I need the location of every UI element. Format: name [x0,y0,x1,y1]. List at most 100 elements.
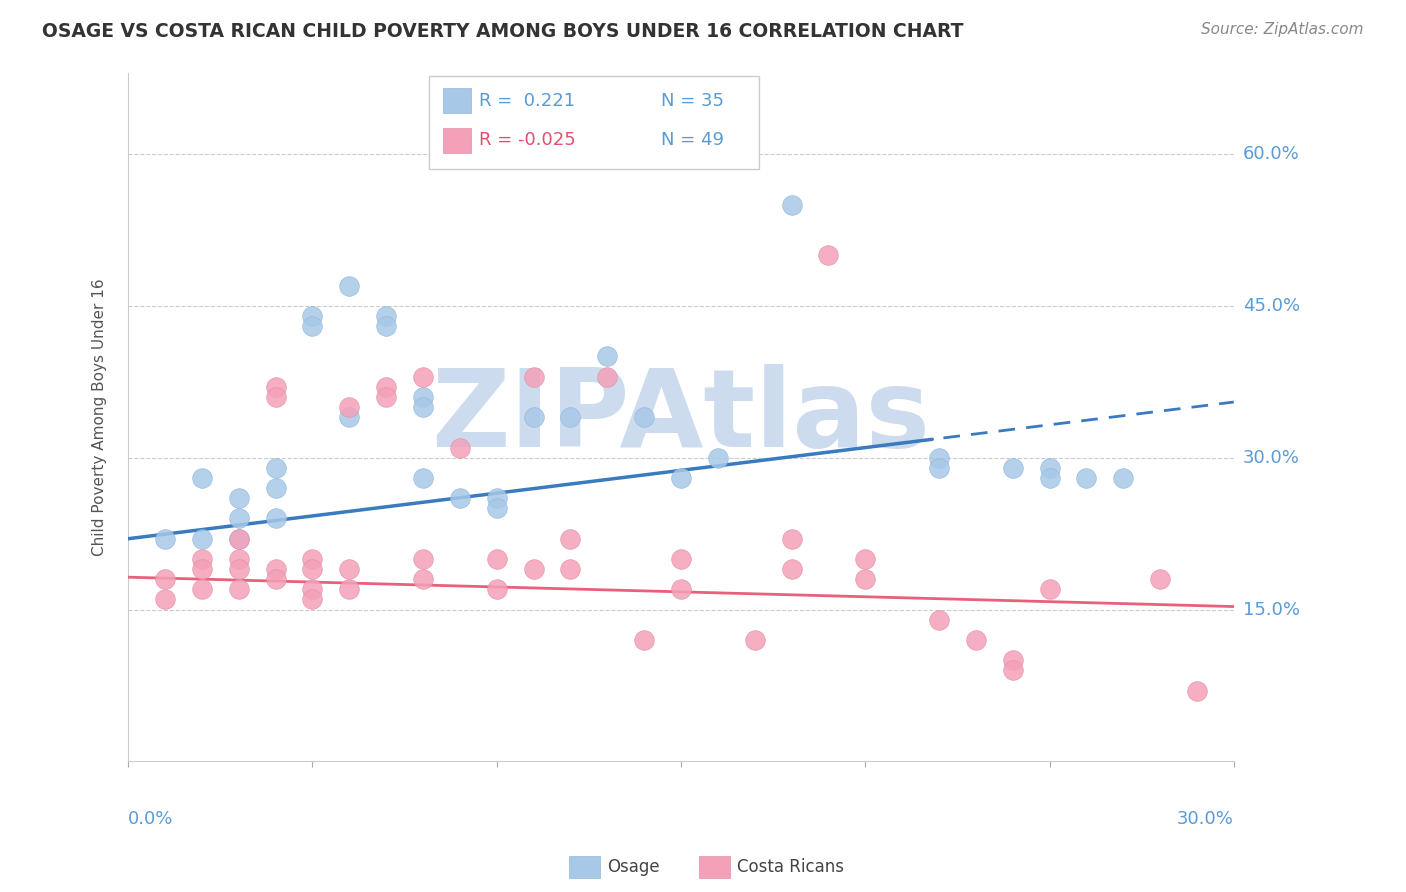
Point [375,380,398,394]
Point [449,441,471,455]
Point [744,632,766,647]
Point [485,582,508,597]
Point [228,532,250,546]
Point [337,400,360,414]
Text: 15.0%: 15.0% [1243,600,1299,618]
Text: ZIPAtlas: ZIPAtlas [432,364,931,470]
Point [928,613,950,627]
Point [633,410,655,425]
Text: 0.0%: 0.0% [128,810,173,828]
Point [412,572,434,586]
Point [412,552,434,566]
Point [228,511,250,525]
Point [449,491,471,506]
Point [1038,460,1060,475]
Point [337,410,360,425]
Text: Osage: Osage [607,858,659,876]
Point [485,501,508,516]
Point [153,572,176,586]
Text: N = 49: N = 49 [661,131,724,149]
Point [522,369,544,384]
Point [153,532,176,546]
Point [337,582,360,597]
Point [301,319,323,334]
Point [412,369,434,384]
Point [633,632,655,647]
Point [560,410,582,425]
Point [228,532,250,546]
Point [522,410,544,425]
Point [264,390,287,404]
Point [301,582,323,597]
Point [1076,471,1098,485]
Point [1185,683,1208,698]
Point [1038,471,1060,485]
Text: R = -0.025: R = -0.025 [479,131,576,149]
Point [228,491,250,506]
Point [707,450,730,465]
Point [780,562,803,576]
Text: Costa Ricans: Costa Ricans [737,858,844,876]
Point [191,582,214,597]
Point [1001,663,1024,677]
Y-axis label: Child Poverty Among Boys Under 16: Child Poverty Among Boys Under 16 [93,278,107,556]
Point [412,400,434,414]
Point [853,572,876,586]
Point [228,552,250,566]
Point [1038,582,1060,597]
Point [191,552,214,566]
Point [485,491,508,506]
Text: Source: ZipAtlas.com: Source: ZipAtlas.com [1201,22,1364,37]
Point [264,511,287,525]
Point [228,582,250,597]
Point [780,532,803,546]
Point [337,278,360,293]
Text: 45.0%: 45.0% [1243,297,1299,315]
Point [264,481,287,495]
Point [337,562,360,576]
Text: OSAGE VS COSTA RICAN CHILD POVERTY AMONG BOYS UNDER 16 CORRELATION CHART: OSAGE VS COSTA RICAN CHILD POVERTY AMONG… [42,22,963,41]
Point [560,562,582,576]
Point [596,350,619,364]
Point [928,450,950,465]
Point [228,562,250,576]
Point [596,369,619,384]
Point [191,562,214,576]
Point [522,562,544,576]
Point [191,532,214,546]
Point [264,460,287,475]
Point [485,552,508,566]
Point [153,592,176,607]
Point [1001,460,1024,475]
Text: 30.0%: 30.0% [1177,810,1234,828]
Point [301,309,323,323]
Point [264,562,287,576]
Point [301,592,323,607]
Point [669,582,692,597]
Point [301,562,323,576]
Point [965,632,987,647]
Point [1149,572,1171,586]
Text: 30.0%: 30.0% [1243,449,1299,467]
Text: R =  0.221: R = 0.221 [479,92,575,110]
Point [669,471,692,485]
Point [412,471,434,485]
Point [301,552,323,566]
Point [375,309,398,323]
Point [669,552,692,566]
Point [780,197,803,211]
Point [817,248,839,262]
Point [1001,653,1024,667]
Point [375,319,398,334]
Text: 60.0%: 60.0% [1243,145,1299,163]
Point [264,380,287,394]
Point [853,552,876,566]
Point [264,572,287,586]
Point [375,390,398,404]
Text: N = 35: N = 35 [661,92,724,110]
Point [928,460,950,475]
Point [191,471,214,485]
Point [1112,471,1135,485]
Point [412,390,434,404]
Point [560,532,582,546]
